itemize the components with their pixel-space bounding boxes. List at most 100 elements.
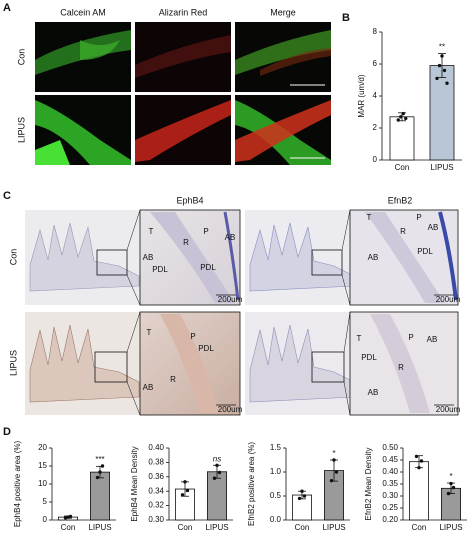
y-tick-label: 4	[373, 91, 378, 100]
y-tick-label: 0.5	[270, 491, 282, 500]
region-label: T	[357, 334, 362, 343]
data-point	[329, 478, 334, 483]
region-label: T	[149, 227, 154, 236]
x-tick-label: LIPUS	[88, 523, 111, 532]
region-label: R	[183, 238, 189, 247]
ihc-images	[25, 209, 459, 416]
region-label: PDL	[200, 263, 216, 272]
y-tick-label: 0	[373, 155, 378, 164]
data-point	[334, 470, 339, 474]
x-tick-label: LIPUS	[322, 523, 345, 532]
y-tick-label: 1.0	[270, 467, 282, 476]
y-tick-label: 0.40	[148, 443, 164, 452]
row-label: Con	[16, 49, 26, 66]
region-label: AB	[143, 383, 154, 392]
x-tick-label: Con	[412, 523, 427, 532]
data-point	[215, 463, 219, 467]
data-point	[300, 489, 304, 493]
data-point	[180, 493, 185, 497]
significance-label: ***	[95, 455, 104, 464]
region-label: T	[367, 213, 372, 222]
column-header: EphB4	[176, 195, 203, 205]
region-label: AB	[225, 233, 236, 242]
region-label: R	[398, 363, 404, 372]
fluorescence-images	[35, 22, 331, 165]
data-point	[396, 118, 400, 122]
region-label: R	[400, 227, 406, 236]
data-point	[437, 63, 442, 68]
x-tick-label: Con	[61, 523, 76, 532]
region-label: P	[190, 332, 195, 341]
significance-label: *	[332, 449, 335, 458]
y-tick-label: 0.0	[270, 515, 282, 524]
images	[25, 22, 459, 416]
row-label: LIPUS	[8, 350, 18, 376]
data-point	[440, 54, 444, 58]
region-label: P	[416, 213, 421, 222]
y-tick-label: 10	[38, 479, 47, 488]
data-point	[419, 459, 424, 463]
column-header: EfnB2	[388, 195, 413, 205]
panel-label: C	[3, 190, 11, 202]
y-axis-label: MAR (um/d)	[357, 74, 366, 117]
y-tick-label: 1.5	[270, 443, 282, 452]
region-label: PDL	[198, 344, 214, 353]
data-point	[442, 68, 447, 73]
y-tick-label: 0.36	[148, 472, 164, 481]
y-tick-label: 15	[38, 461, 47, 470]
y-tick-label: 0.30	[382, 491, 398, 500]
y-tick-label: 5	[43, 497, 48, 506]
data-point	[451, 485, 456, 490]
y-tick-label: 8	[373, 27, 378, 36]
region-label: P	[408, 333, 413, 342]
y-axis-label: EphB4 Mean Density	[130, 446, 139, 521]
data-point	[446, 491, 451, 496]
data-point	[445, 81, 449, 85]
data-point	[302, 494, 307, 498]
y-axis-label: EfnB2 positive area (%)	[247, 442, 256, 526]
panel-label: B	[342, 12, 350, 24]
y-tick-label: 0.20	[382, 515, 398, 524]
panel-label: D	[3, 426, 11, 438]
y-tick-label: 20	[38, 443, 47, 452]
bar	[389, 116, 415, 161]
significance-label: *	[449, 472, 452, 481]
region-label: PDL	[361, 353, 377, 362]
y-tick-label: 0.30	[148, 515, 164, 524]
bar	[408, 461, 429, 521]
region-label: AB	[368, 388, 379, 397]
data-point	[404, 116, 408, 121]
scale-bar-label: 200um	[436, 405, 461, 414]
region-label: T	[147, 328, 152, 337]
y-tick-label: 0.25	[382, 503, 398, 512]
region-label: PDL	[152, 265, 168, 274]
data-point	[100, 464, 105, 468]
data-point	[414, 454, 419, 459]
scale-bar-label: 200um	[436, 295, 461, 304]
data-point	[183, 480, 187, 484]
data-point	[185, 488, 190, 493]
row-label: LIPUS	[16, 117, 26, 143]
data-point	[98, 470, 102, 474]
bar	[429, 65, 455, 161]
region-label: AB	[427, 335, 438, 344]
column-header: Alizarin Red	[159, 7, 208, 17]
data-point	[217, 470, 222, 475]
y-tick-label: 0.32	[148, 501, 164, 510]
region-label: PDL	[417, 247, 433, 256]
y-axis-label: EfnB2 Mean Density	[364, 448, 373, 521]
x-tick-label: Con	[178, 523, 193, 532]
y-tick-label: 0.38	[148, 458, 164, 467]
row-label: Con	[8, 249, 18, 266]
region-label: AB	[143, 253, 154, 262]
data-point	[401, 111, 405, 116]
data-point	[212, 476, 217, 480]
significance-label: **	[439, 43, 445, 52]
x-tick-label: Con	[295, 523, 310, 532]
column-header: Calcein AM	[60, 7, 106, 17]
x-tick-label: LIPUS	[430, 163, 453, 172]
x-tick-label: LIPUS	[439, 523, 462, 532]
data-point	[435, 76, 439, 81]
significance-label: ns	[213, 454, 221, 463]
